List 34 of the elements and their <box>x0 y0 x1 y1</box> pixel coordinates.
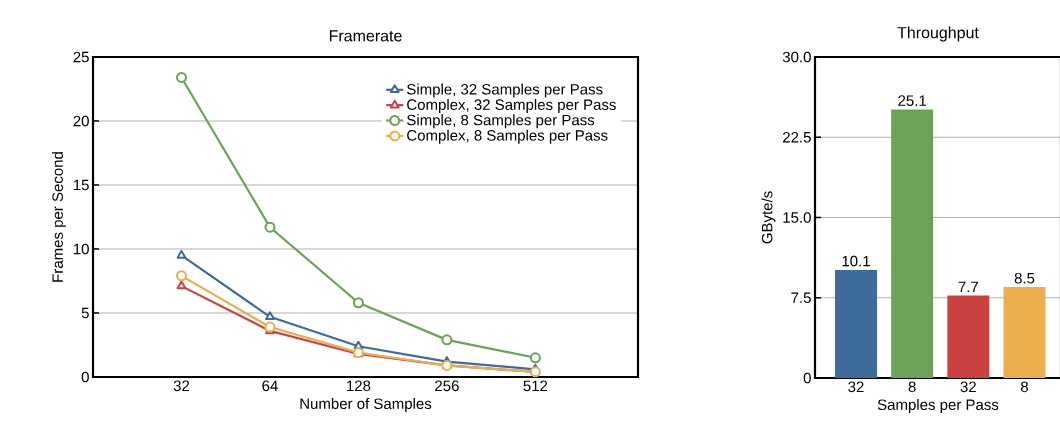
x-tick-label: 32 <box>848 381 864 393</box>
y-axis-title: Frames per Second <box>51 152 66 282</box>
x-tick-label: 128 <box>347 380 371 392</box>
legend-label: Simple, 32 Samples per Pass <box>407 83 603 98</box>
legend-label: Simple, 8 Samples per Pass <box>407 114 595 129</box>
y-tick-label: 22.5 <box>783 131 811 143</box>
x-axis-title: Number of Samples <box>300 398 432 412</box>
y-axis-title: GByte/s <box>761 191 776 244</box>
chart-title: Throughput <box>897 26 979 42</box>
y-tick-label: 15.0 <box>783 212 811 223</box>
y-tick-label: 10 <box>73 243 89 255</box>
y-tick-label: 30.0 <box>782 51 811 63</box>
x-tick-label: 8 <box>908 381 916 393</box>
y-tick-label: 7.5 <box>791 292 811 303</box>
x-tick-label: 32 <box>960 381 976 393</box>
x-axis-title: Samples per Pass <box>877 399 999 413</box>
y-tick-label: 5 <box>81 307 89 319</box>
x-tick-label: 256 <box>435 380 459 392</box>
data-label: 10.1 <box>842 255 870 267</box>
chart-title: Framerate <box>329 30 402 42</box>
y-tick-label: 25 <box>73 51 89 63</box>
y-tick-label: 0 <box>81 371 89 383</box>
y-tick-label: 15 <box>73 179 89 191</box>
data-label: 25.1 <box>898 95 927 106</box>
y-tick-label: 0 <box>803 372 811 384</box>
x-tick-label: 64 <box>262 380 278 392</box>
y-tick-label: 20 <box>73 115 89 127</box>
data-label: 7.7 <box>958 281 978 293</box>
x-tick-label: 32 <box>173 380 190 392</box>
legend-label: Complex, 8 Samples per Pass <box>407 129 608 144</box>
x-tick-label: 8 <box>1020 381 1029 393</box>
legend-label: Complex, 32 Samples per Pass <box>407 98 616 113</box>
data-label: 8.5 <box>1014 272 1035 284</box>
x-tick-label: 512 <box>523 380 548 392</box>
